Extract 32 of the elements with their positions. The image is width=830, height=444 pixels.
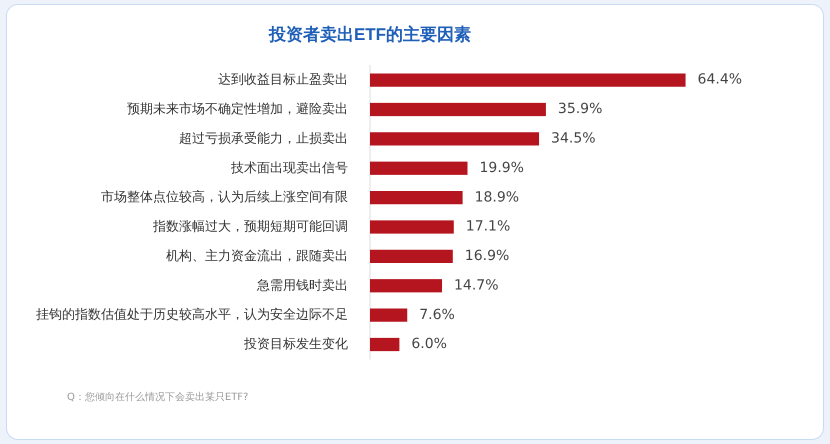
bar: [370, 132, 540, 146]
y-tick-label: 指数涨幅过大，预期短期可能回调: [152, 218, 348, 234]
data-label: 16.9%: [464, 248, 510, 264]
bar: [370, 73, 686, 87]
data-label: 14.7%: [454, 277, 499, 294]
data-label: 18.9%: [474, 189, 520, 206]
text: Q：您倾向在什么情况下会卖出某只ETF?: [67, 390, 248, 405]
bar: [370, 102, 546, 116]
data-label: 34.5%: [551, 130, 596, 146]
y-tick-label: 达到收益目标止盈卖出: [218, 72, 348, 87]
bar: [370, 338, 400, 352]
y-tick-label: 急需用钱时卖出: [256, 277, 348, 292]
bar: [370, 250, 453, 263]
bar: [370, 308, 408, 322]
data-label: 64.4%: [698, 72, 742, 88]
bar: [370, 191, 463, 204]
data-label: 7.6%: [419, 306, 455, 323]
data-label: 17.1%: [466, 218, 510, 235]
y-tick-label: 挂钩的指数估值处于历史较高水平，认为安全边际不足: [36, 306, 348, 322]
y-tick-label: 技术面出现卖出信号: [230, 160, 348, 175]
y-tick-label: 预期未来市场不确定性增加，避险卖出: [127, 101, 348, 116]
y-tick-label: 投资目标发生变化: [243, 336, 348, 352]
y-tick-label: 超过亏损承受能力，止损卖出: [179, 130, 348, 146]
bar: [370, 162, 468, 175]
bar: [370, 279, 442, 292]
y-tick-label: 市场整体点位较高，认为后续上涨空间有限: [101, 189, 348, 204]
chart-title: 投资者卖出ETF的主要因素: [268, 24, 472, 44]
data-label: 6.0%: [411, 336, 447, 352]
data-label: 19.9%: [480, 160, 524, 176]
bar: [370, 220, 454, 234]
data-label: 35.9%: [558, 101, 602, 118]
y-tick-label: 机构、主力资金流出，跟随卖出: [166, 248, 348, 263]
